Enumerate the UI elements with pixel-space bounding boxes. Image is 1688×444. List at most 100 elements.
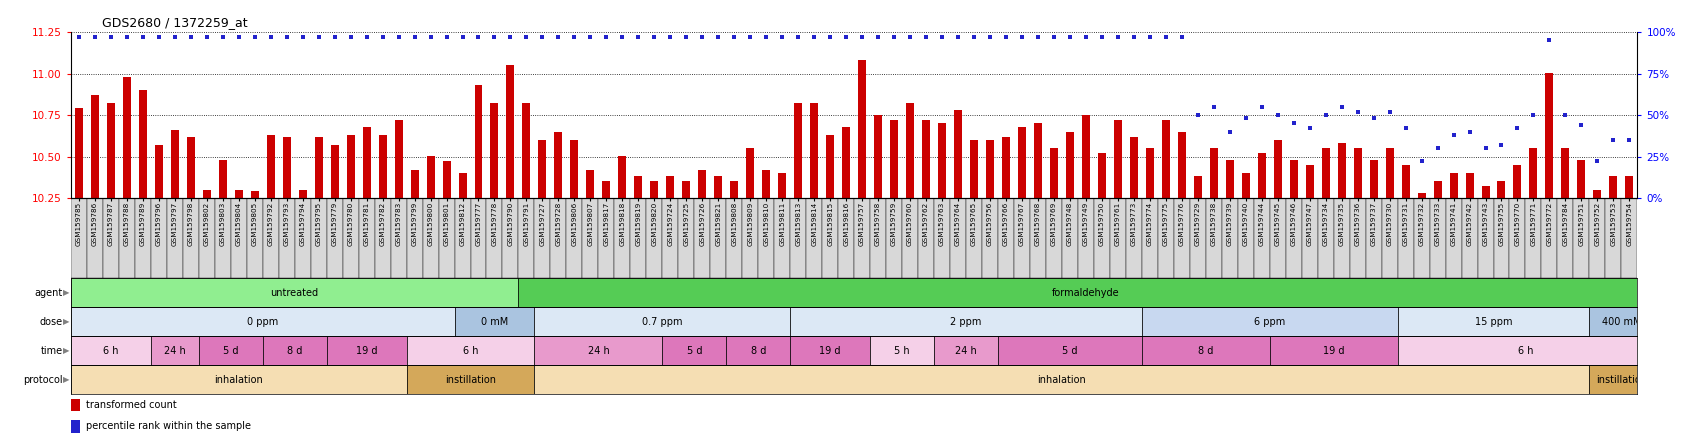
Bar <box>1014 198 1030 278</box>
Bar <box>1225 160 1234 198</box>
Text: 5 d: 5 d <box>687 345 702 356</box>
Bar <box>1290 160 1298 198</box>
Bar <box>311 198 327 278</box>
Text: 8 d: 8 d <box>287 345 302 356</box>
Point <box>113 33 140 40</box>
Point <box>1519 111 1546 119</box>
Bar <box>1558 198 1573 278</box>
Point <box>1425 145 1452 152</box>
Point <box>1217 128 1244 135</box>
Point <box>1457 128 1484 135</box>
Point <box>257 33 284 40</box>
Bar <box>1237 198 1254 278</box>
Bar <box>123 77 132 198</box>
Bar <box>1286 198 1301 278</box>
Point <box>1136 33 1163 40</box>
Point <box>273 33 300 40</box>
Bar <box>1094 198 1111 278</box>
Bar <box>295 198 311 278</box>
Bar <box>471 198 486 278</box>
Bar <box>279 198 295 278</box>
Bar <box>439 198 454 278</box>
Bar <box>1366 198 1381 278</box>
Bar <box>299 190 307 198</box>
Text: 8 d: 8 d <box>1198 345 1214 356</box>
Point <box>832 33 859 40</box>
Point <box>560 33 587 40</box>
Bar <box>1497 182 1506 198</box>
Bar <box>518 198 535 278</box>
Bar <box>1590 307 1653 336</box>
Point <box>145 33 172 40</box>
Text: dose: dose <box>39 317 62 326</box>
Bar <box>1161 120 1170 198</box>
Bar <box>954 110 962 198</box>
Bar <box>535 365 1590 394</box>
Bar <box>662 198 679 278</box>
Text: 8 d: 8 d <box>751 345 766 356</box>
Point <box>1600 136 1627 143</box>
Bar <box>933 198 950 278</box>
Bar <box>1205 198 1222 278</box>
Point <box>706 33 733 40</box>
Bar <box>567 198 582 278</box>
Bar <box>1146 148 1155 198</box>
Bar <box>346 135 354 198</box>
Bar <box>1337 143 1345 198</box>
Point <box>945 33 972 40</box>
Bar <box>1462 198 1477 278</box>
Bar <box>182 198 199 278</box>
Bar <box>535 307 790 336</box>
Bar <box>1062 198 1079 278</box>
Bar <box>1111 198 1126 278</box>
Bar <box>71 336 150 365</box>
Bar <box>407 336 535 365</box>
Point <box>130 33 157 40</box>
Bar <box>1178 131 1185 198</box>
Bar <box>1318 198 1334 278</box>
Bar <box>1003 137 1009 198</box>
Point <box>1296 125 1323 132</box>
Bar <box>422 198 439 278</box>
Point <box>98 33 125 40</box>
Text: 19 d: 19 d <box>819 345 841 356</box>
Text: 5 d: 5 d <box>1062 345 1077 356</box>
Text: instillation: instillation <box>446 374 496 385</box>
Bar <box>854 198 869 278</box>
Bar <box>630 198 647 278</box>
Bar <box>790 198 807 278</box>
Point <box>1121 33 1148 40</box>
Bar <box>1626 176 1634 198</box>
Point <box>370 33 397 40</box>
Bar <box>1173 198 1190 278</box>
Point <box>241 33 268 40</box>
Point <box>1551 111 1578 119</box>
Bar <box>650 182 658 198</box>
Point <box>1247 103 1274 110</box>
Bar <box>170 130 179 198</box>
Bar <box>1322 148 1330 198</box>
Bar <box>314 137 322 198</box>
Bar <box>506 65 515 198</box>
Bar <box>1030 198 1047 278</box>
Text: protocol: protocol <box>24 374 62 385</box>
Bar <box>743 198 758 278</box>
Bar <box>869 198 886 278</box>
Bar <box>790 307 1141 336</box>
Bar <box>842 127 851 198</box>
Bar <box>135 198 150 278</box>
Bar <box>1605 198 1622 278</box>
Bar <box>1079 198 1094 278</box>
Bar <box>554 131 562 198</box>
Point <box>881 33 908 40</box>
Bar <box>603 182 611 198</box>
Bar <box>918 198 933 278</box>
Point <box>1408 158 1435 165</box>
Bar <box>1047 198 1062 278</box>
Bar <box>390 198 407 278</box>
Bar <box>71 365 407 394</box>
Point <box>689 33 716 40</box>
Text: untreated: untreated <box>270 288 319 297</box>
Bar <box>103 198 118 278</box>
Bar <box>1573 198 1590 278</box>
